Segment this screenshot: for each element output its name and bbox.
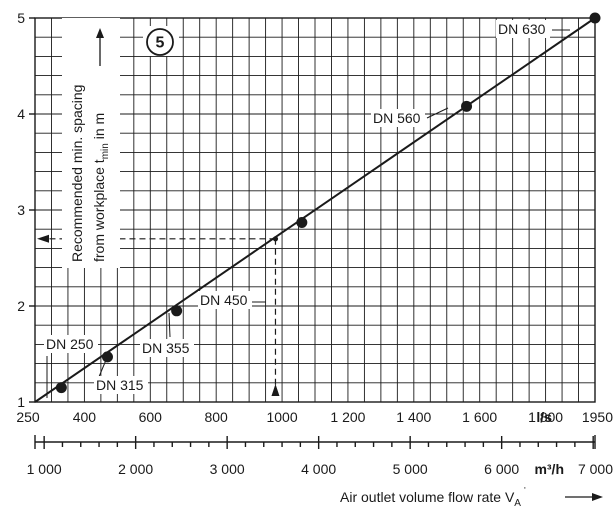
y-tick-label: 3 xyxy=(17,202,25,218)
label-layer: DN 250 DN 315 DN 355 DN 450 DN 560 DN 630 xyxy=(44,20,570,398)
marker-label-bg xyxy=(94,376,148,394)
secondary-x-tick-label: 5 000 xyxy=(393,461,428,477)
marker-label: DN 355 xyxy=(142,340,190,356)
marker-label: DN 560 xyxy=(373,110,421,126)
x-tick-label: 600 xyxy=(139,409,163,425)
x-tick-label: 400 xyxy=(73,409,97,425)
secondary-x-tick-label: 4 000 xyxy=(301,461,336,477)
x-tick-label: 250 xyxy=(16,409,40,425)
example-point xyxy=(272,236,279,242)
marker-label-bg xyxy=(198,291,252,309)
marker-label-bg xyxy=(496,20,550,38)
badge-number: 5 xyxy=(156,35,165,52)
marker-label-bg xyxy=(140,339,194,357)
x-tick-label: 1950 xyxy=(582,409,613,425)
y-tick-label: 5 xyxy=(17,10,25,26)
marker-leader xyxy=(426,107,449,119)
axes xyxy=(29,17,596,449)
svg-text:·: · xyxy=(523,482,527,494)
secondary-x-tick-label: 6 000 xyxy=(484,461,519,477)
x-tick-label: 1 400 xyxy=(396,409,431,425)
secondary-x-tick-label: 3 000 xyxy=(210,461,245,477)
series-layer xyxy=(34,17,596,403)
marker-dn-630 xyxy=(589,12,601,24)
secondary-x-tick-label: 2 000 xyxy=(118,461,153,477)
y-tick-label: 1 xyxy=(17,394,25,410)
marker-dn-355 xyxy=(171,305,183,317)
secondary-x-tick-label: 1 000 xyxy=(27,461,62,477)
marker-label-bg xyxy=(371,109,425,127)
x-tick-label: 1000 xyxy=(266,409,297,425)
marker-label: DN 630 xyxy=(498,21,546,37)
chart-badge: 5 xyxy=(143,26,179,56)
x-axis-label: Air outlet volume flow rate VA · xyxy=(340,482,603,509)
secondary-x-tick-label: 7 000 xyxy=(578,461,613,477)
x-tick-label: 1 200 xyxy=(330,409,365,425)
series-line xyxy=(34,17,596,403)
example-arrow-up xyxy=(271,384,280,396)
y-axis-label-line1: Recommended min. spacing xyxy=(69,85,85,262)
x-unit-primary: l/s xyxy=(536,409,552,425)
marker-layer xyxy=(55,12,601,394)
y-tick-label: 4 xyxy=(17,106,25,122)
marker-dn-250 xyxy=(55,382,67,394)
marker-dn-315 xyxy=(101,351,113,363)
example-arrow-left xyxy=(37,234,49,243)
svg-text:Air outlet volume flow rate VA: Air outlet volume flow rate VA xyxy=(340,489,521,509)
x-unit-secondary: m³/h xyxy=(534,461,564,477)
x-tick-label: 1 800 xyxy=(528,409,563,425)
y-axis-label-line2: from workplace tmin in m xyxy=(91,113,111,262)
y-tick-label: 2 xyxy=(17,298,25,314)
marker-label: DN 250 xyxy=(46,336,94,352)
marker-label-bg xyxy=(44,335,98,353)
marker-leader xyxy=(168,312,171,338)
marker-label: DN 315 xyxy=(96,377,144,393)
x-tick-label: 800 xyxy=(204,409,228,425)
marker-dn-450 xyxy=(296,216,308,228)
marker-dn-560 xyxy=(461,100,473,112)
marker-label: DN 450 xyxy=(200,292,248,308)
y-axis-label: Recommended min. spacing from workplace … xyxy=(62,18,120,268)
x-tick-label: 1 600 xyxy=(462,409,497,425)
tick-labels: 1 2 3 4 5 250 400 600 800 1000 1 200 1 400 1 600 1 80… xyxy=(16,10,613,477)
